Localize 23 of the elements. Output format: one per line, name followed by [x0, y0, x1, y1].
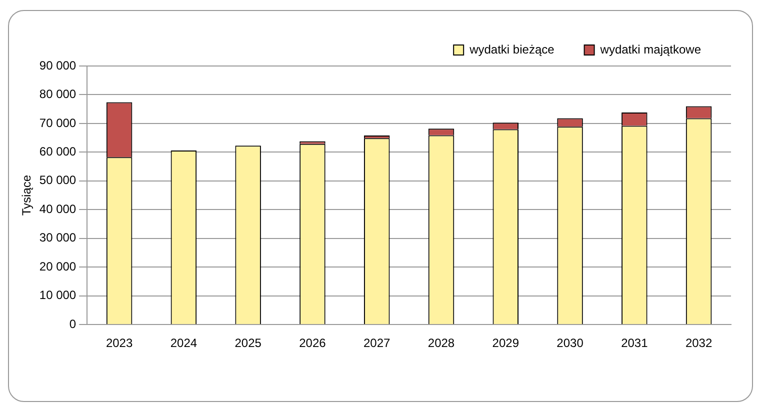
y-axis-title: Tysiące [20, 174, 34, 216]
x-tick-label: 2028 [428, 336, 455, 350]
y-tick-label: 60 000 [39, 144, 76, 159]
x-tick-label: 2023 [106, 336, 133, 350]
x-tick-label: 2027 [364, 336, 391, 350]
x-tick-label: 2030 [556, 336, 584, 350]
legend-label: wydatki majątkowe [599, 42, 702, 56]
y-tick-label: 80 000 [39, 87, 76, 102]
y-tick-label: 30 000 [39, 230, 76, 245]
y-tick-label: 10 000 [39, 288, 76, 302]
y-tick-label: 20 000 [39, 259, 76, 274]
x-tick-label: 2024 [170, 336, 198, 350]
y-tick-label: 90 000 [39, 58, 76, 72]
x-tick-label: 2025 [234, 336, 262, 350]
x-tick-label: 2032 [685, 336, 712, 350]
x-tick-label: 2031 [621, 336, 648, 350]
y-tick-label: 70 000 [39, 116, 76, 130]
y-tick-label: 40 000 [39, 202, 76, 216]
x-tick-label: 2029 [492, 336, 520, 350]
y-tick-label: 50 000 [39, 173, 76, 188]
legend-label: wydatki bieżące [468, 42, 555, 56]
y-tick-label: 0 [69, 316, 76, 331]
x-tick-label: 2026 [299, 336, 326, 350]
